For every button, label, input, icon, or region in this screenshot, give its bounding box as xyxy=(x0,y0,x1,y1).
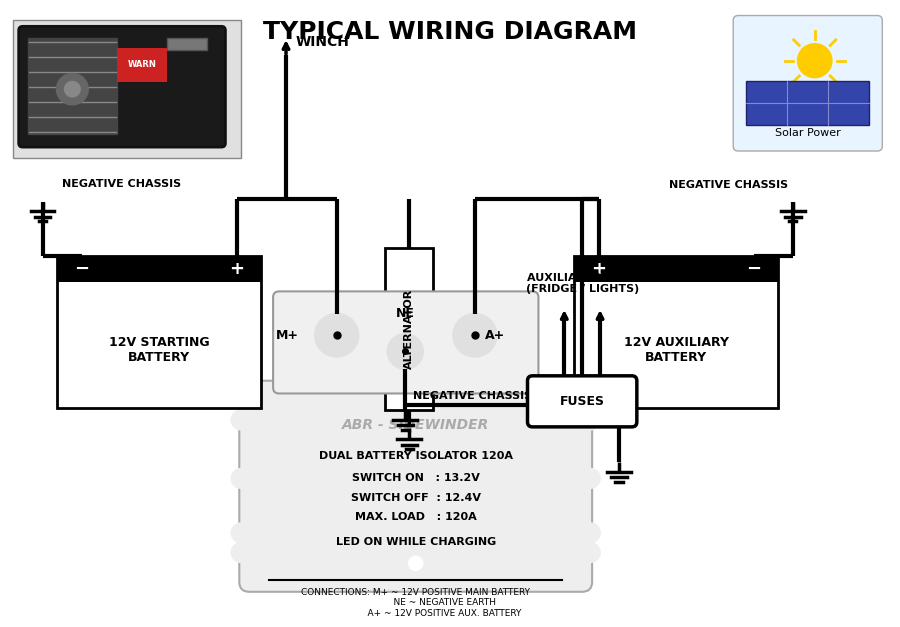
Text: NEGATIVE CHASSIS: NEGATIVE CHASSIS xyxy=(413,391,533,401)
Bar xyxy=(117,48,166,82)
Text: Solar Power: Solar Power xyxy=(775,129,841,138)
Text: WINCH: WINCH xyxy=(296,35,350,49)
Text: TYPICAL WIRING DIAGRAM: TYPICAL WIRING DIAGRAM xyxy=(263,21,637,45)
FancyBboxPatch shape xyxy=(239,381,592,592)
Circle shape xyxy=(231,523,251,543)
Circle shape xyxy=(328,327,345,343)
Circle shape xyxy=(231,543,251,562)
Bar xyxy=(166,38,206,50)
Circle shape xyxy=(231,468,251,488)
Text: ABR - SIDEWINDER: ABR - SIDEWINDER xyxy=(342,418,490,432)
Text: SWITCH OFF  : 12.4V: SWITCH OFF : 12.4V xyxy=(351,493,481,503)
Circle shape xyxy=(580,468,600,488)
Circle shape xyxy=(322,320,352,350)
Circle shape xyxy=(580,523,600,543)
Text: FUSES: FUSES xyxy=(560,395,605,408)
Bar xyxy=(746,81,869,125)
Text: NEGATIVE CHASSIS: NEGATIVE CHASSIS xyxy=(62,179,182,189)
Bar xyxy=(385,248,433,410)
Bar xyxy=(574,256,778,408)
Circle shape xyxy=(460,320,490,350)
Text: −: − xyxy=(75,260,89,278)
Text: LED ON WHILE CHARGING: LED ON WHILE CHARGING xyxy=(336,537,496,547)
Circle shape xyxy=(580,543,600,562)
Text: NEGATIVE CHASSIS: NEGATIVE CHASSIS xyxy=(669,181,788,190)
Text: 12V STARTING
BATTERY: 12V STARTING BATTERY xyxy=(109,337,210,364)
Text: −: − xyxy=(746,260,761,278)
Circle shape xyxy=(453,314,497,357)
Bar xyxy=(574,256,778,282)
Text: +: + xyxy=(230,260,244,278)
FancyBboxPatch shape xyxy=(527,376,637,427)
Text: CONNECTIONS: M+ ~ 12V POSITIVE MAIN BATTERY
                    NE ~ NEGATIVE EA: CONNECTIONS: M+ ~ 12V POSITIVE MAIN BATT… xyxy=(302,588,530,618)
Text: MAX. LOAD   : 120A: MAX. LOAD : 120A xyxy=(355,512,477,522)
Text: M+: M+ xyxy=(276,329,299,342)
Circle shape xyxy=(409,556,423,570)
Circle shape xyxy=(393,340,418,363)
Text: ALTERNATOR: ALTERNATOR xyxy=(404,289,414,369)
FancyBboxPatch shape xyxy=(273,292,538,394)
Text: DUAL BATTERY ISOLATOR 120A: DUAL BATTERY ISOLATOR 120A xyxy=(319,451,513,461)
Circle shape xyxy=(65,82,80,97)
FancyBboxPatch shape xyxy=(19,26,225,147)
Text: 12V AUXILIARY
BATTERY: 12V AUXILIARY BATTERY xyxy=(624,337,729,364)
Bar xyxy=(58,256,261,282)
Text: +: + xyxy=(591,260,607,278)
FancyBboxPatch shape xyxy=(734,16,882,151)
Circle shape xyxy=(580,410,600,430)
Circle shape xyxy=(387,334,423,369)
Bar xyxy=(58,256,261,408)
Circle shape xyxy=(231,410,251,430)
Circle shape xyxy=(57,73,88,105)
Circle shape xyxy=(315,314,358,357)
Bar xyxy=(28,38,117,134)
Text: WARN: WARN xyxy=(128,60,157,69)
Text: A+: A+ xyxy=(485,329,505,342)
Text: AUXILIARY LOADS
(FRIDGE / LIGHTS): AUXILIARY LOADS (FRIDGE / LIGHTS) xyxy=(526,273,639,294)
Text: SWITCH ON   : 13.2V: SWITCH ON : 13.2V xyxy=(352,473,480,483)
Text: NE: NE xyxy=(396,307,415,320)
Bar xyxy=(13,21,241,158)
Circle shape xyxy=(467,327,482,343)
Circle shape xyxy=(796,43,832,78)
